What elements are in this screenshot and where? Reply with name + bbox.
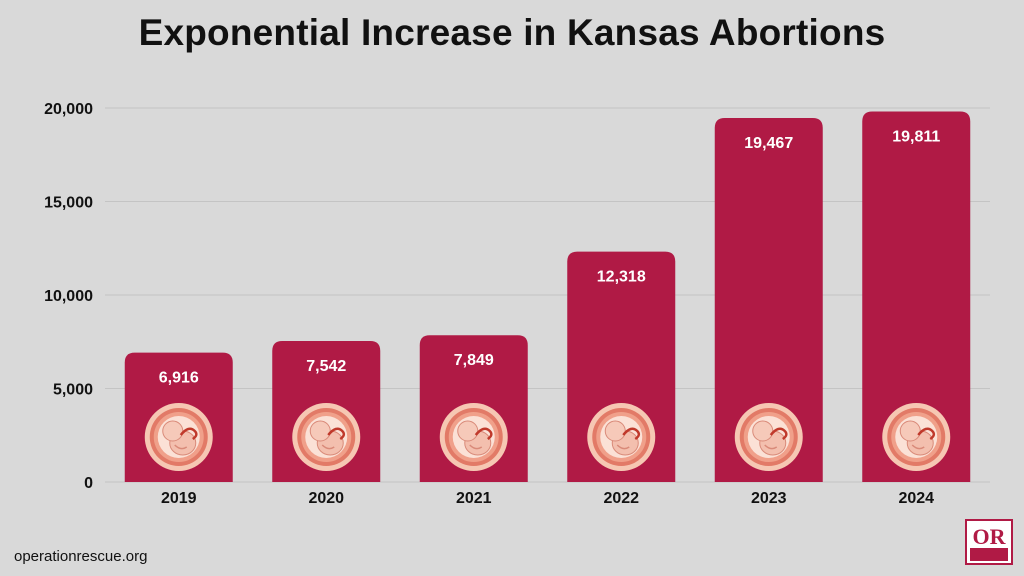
bar-2024 — [862, 111, 971, 482]
chart-title: Exponential Increase in Kansas Abortions — [138, 12, 886, 53]
y-tick-label: 20,000 — [44, 101, 93, 118]
fetus-in-womb-icon — [734, 403, 803, 471]
y-tick-label: 0 — [84, 475, 93, 492]
fetus-in-womb-icon — [144, 403, 213, 471]
x-tick-label: 2024 — [898, 490, 934, 507]
x-tick-label: 2019 — [161, 490, 197, 507]
x-axis-ticks: 2019 2020 2021 2022 2023 2024 — [161, 490, 934, 507]
x-tick-label: 2020 — [308, 490, 344, 507]
fetus-in-womb-icon — [292, 403, 361, 471]
y-axis-ticks: 0 5,000 10,000 15,000 20,000 — [44, 101, 93, 492]
bars: 6,916 7,542 7,849 12,318 19,467 19,811 — [124, 111, 971, 482]
data-label: 12,318 — [597, 269, 646, 286]
y-tick-label: 15,000 — [44, 195, 93, 212]
x-tick-label: 2022 — [603, 490, 639, 507]
grid-lines — [105, 107, 990, 483]
operation-rescue-logo: OR — [965, 519, 1013, 565]
footer-url: operationrescue.org — [14, 548, 148, 565]
fetus-in-womb-icon — [587, 403, 656, 471]
x-tick-label: 2021 — [456, 490, 492, 507]
y-tick-label: 10,000 — [44, 288, 93, 305]
bar-2023 — [714, 117, 823, 482]
fetus-in-womb-icon — [882, 403, 951, 471]
data-label: 7,849 — [454, 352, 494, 369]
data-label: 19,811 — [892, 129, 940, 146]
x-tick-label: 2023 — [751, 490, 787, 507]
svg-text:OR: OR — [973, 524, 1007, 549]
y-tick-label: 5,000 — [53, 382, 93, 399]
data-label: 6,916 — [159, 370, 199, 387]
data-label: 19,467 — [744, 135, 793, 152]
data-label: 7,542 — [306, 358, 346, 375]
fetus-in-womb-icon — [439, 403, 508, 471]
